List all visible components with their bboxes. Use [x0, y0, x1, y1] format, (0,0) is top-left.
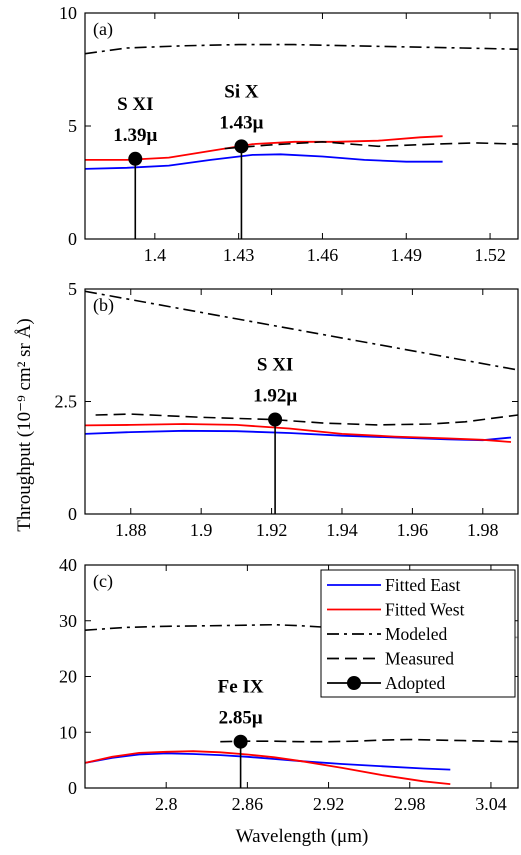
annotation-wavelength: 2.85μ — [219, 708, 263, 729]
x-tick-label: 1.96 — [397, 520, 429, 540]
x-tick-label: 2.86 — [232, 794, 264, 814]
adopted-marker — [128, 151, 143, 166]
y-tick-label: 0 — [68, 504, 77, 524]
y-tick-label: 0 — [68, 778, 77, 798]
legend-label: Fitted East — [385, 575, 460, 595]
annotation-ion: S XI — [117, 94, 153, 115]
x-tick-label: 1.49 — [391, 245, 423, 265]
series-line-east — [85, 752, 451, 771]
y-tick-label: 2.5 — [55, 392, 78, 412]
x-tick-label: 3.04 — [475, 794, 507, 814]
legend-item: Modeled — [327, 624, 447, 644]
annotation-wavelength: 1.39μ — [113, 125, 157, 146]
x-tick-label: 1.92 — [256, 520, 288, 540]
adopted-marker — [234, 139, 249, 154]
legend-box — [320, 569, 516, 698]
x-tick-label: 2.92 — [313, 794, 345, 814]
legend-label: Measured — [385, 649, 454, 669]
x-tick-label: 1.9 — [190, 520, 213, 540]
series-line-modeled — [85, 623, 356, 631]
plot-frame — [84, 288, 519, 515]
adopted-marker — [268, 412, 283, 427]
series-line-west — [85, 423, 512, 443]
panel-b: S XI 1.92μ 1.88 1.9 1.92 1.94 1.96 1.98 0 2.5 5 (b) — [55, 279, 519, 540]
legend-marker — [347, 676, 361, 690]
series-line-modeled — [85, 43, 518, 55]
annotation-ion: Fe IX — [218, 677, 264, 698]
legend-label: Modeled — [385, 624, 447, 644]
y-tick-label: 5 — [68, 279, 77, 299]
legend-item: Measured — [327, 649, 454, 669]
annotation-ion: S XI — [257, 355, 293, 376]
x-tick-label: 2.8 — [155, 794, 178, 814]
x-tick-label: 2.98 — [394, 794, 426, 814]
panel-label: (c) — [93, 571, 113, 592]
series-line-measured — [220, 738, 518, 743]
adopted-marker — [233, 734, 248, 749]
panel-label: (b) — [93, 295, 114, 316]
panel-a: S XI 1.39μ Si X 1.43μ 1.4 1.43 1.46 1.49 1.52 0 5 1… — [59, 3, 519, 265]
x-tick-label: 1.43 — [223, 245, 255, 265]
legend-item: Fitted West — [327, 600, 465, 620]
y-tick-label: 0 — [68, 229, 77, 249]
y-tick-label: 5 — [68, 116, 77, 136]
chart-panels: S XI 1.39μ Si X 1.43μ 1.4 1.43 1.46 1.49 1.52 0 5 1… — [55, 3, 519, 814]
series-line-measured — [95, 413, 518, 426]
annotation-wavelength: 1.92μ — [253, 386, 297, 407]
y-axis-title: Throughput (10⁻⁹ cm² sr Å) — [14, 318, 35, 531]
x-tick-label: 1.98 — [467, 520, 499, 540]
legend-label: Fitted West — [385, 600, 465, 620]
legend-label: Adopted — [385, 673, 446, 693]
y-tick-label: 30 — [59, 611, 77, 631]
series-line-west — [85, 750, 451, 785]
x-tick-label: 1.46 — [307, 245, 339, 265]
annotation-wavelength: 1.43μ — [219, 112, 263, 133]
series-line-measured — [224, 140, 518, 150]
y-tick-label: 10 — [59, 3, 77, 23]
panel-label: (a) — [93, 19, 113, 40]
series-line-modeled — [85, 290, 518, 371]
x-tick-label: 1.94 — [326, 520, 358, 540]
legend-item: Adopted — [327, 673, 446, 693]
series-line-west — [85, 135, 443, 161]
x-axis-title: Wavelength (μm) — [236, 826, 369, 847]
y-tick-label: 40 — [59, 555, 77, 575]
annotation-ion: Si X — [224, 81, 259, 102]
y-tick-label: 20 — [59, 667, 77, 687]
x-tick-label: 1.52 — [474, 245, 506, 265]
legend-item: Fitted East — [327, 575, 460, 595]
panel-c: Fe IX 2.85μ 2.8 2.86 2.92 2.98 3.04 0 10 20 30 40 (c… — [59, 555, 519, 814]
x-tick-label: 1.88 — [115, 520, 147, 540]
chart-legend: Fitted East Fitted West Modeled Measured Ado… — [320, 569, 516, 698]
series-line-east — [85, 153, 443, 170]
x-tick-label: 1.4 — [144, 245, 167, 265]
y-tick-label: 10 — [59, 722, 77, 742]
